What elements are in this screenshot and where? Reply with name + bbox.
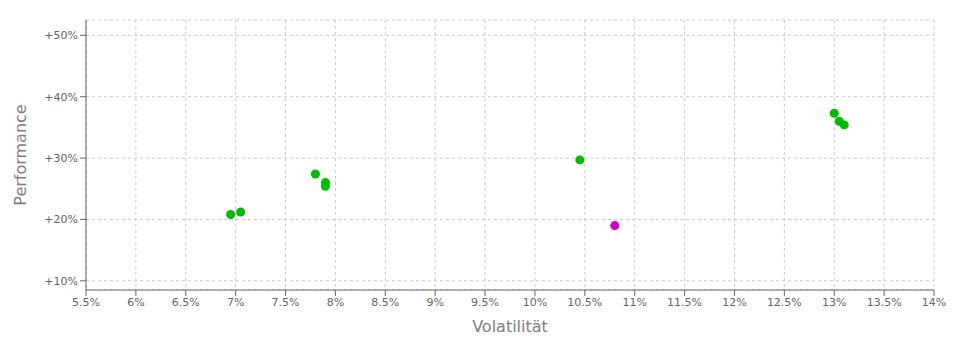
svg-text:8%: 8%	[327, 296, 344, 309]
svg-text:12%: 12%	[722, 296, 746, 309]
svg-text:+50%: +50%	[44, 29, 78, 42]
svg-text:7.5%: 7.5%	[272, 296, 300, 309]
svg-text:7%: 7%	[227, 296, 244, 309]
svg-text:11%: 11%	[622, 296, 646, 309]
svg-text:Performance: Performance	[11, 104, 30, 205]
svg-text:5.5%: 5.5%	[72, 296, 100, 309]
svg-text:13.5%: 13.5%	[867, 296, 902, 309]
svg-text:11.5%: 11.5%	[667, 296, 702, 309]
svg-text:+10%: +10%	[44, 275, 78, 288]
svg-text:12.5%: 12.5%	[767, 296, 802, 309]
svg-text:6.5%: 6.5%	[172, 296, 200, 309]
svg-text:6%: 6%	[127, 296, 144, 309]
svg-text:8.5%: 8.5%	[371, 296, 399, 309]
svg-text:10%: 10%	[523, 296, 547, 309]
svg-text:9.5%: 9.5%	[471, 296, 499, 309]
svg-text:+30%: +30%	[44, 152, 78, 165]
svg-text:Volatilität: Volatilität	[472, 317, 548, 336]
svg-text:9%: 9%	[426, 296, 443, 309]
svg-text:+40%: +40%	[44, 91, 78, 104]
svg-text:14%: 14%	[922, 296, 946, 309]
svg-text:10.5%: 10.5%	[567, 296, 602, 309]
svg-text:13%: 13%	[822, 296, 846, 309]
svg-text:+20%: +20%	[44, 213, 78, 226]
